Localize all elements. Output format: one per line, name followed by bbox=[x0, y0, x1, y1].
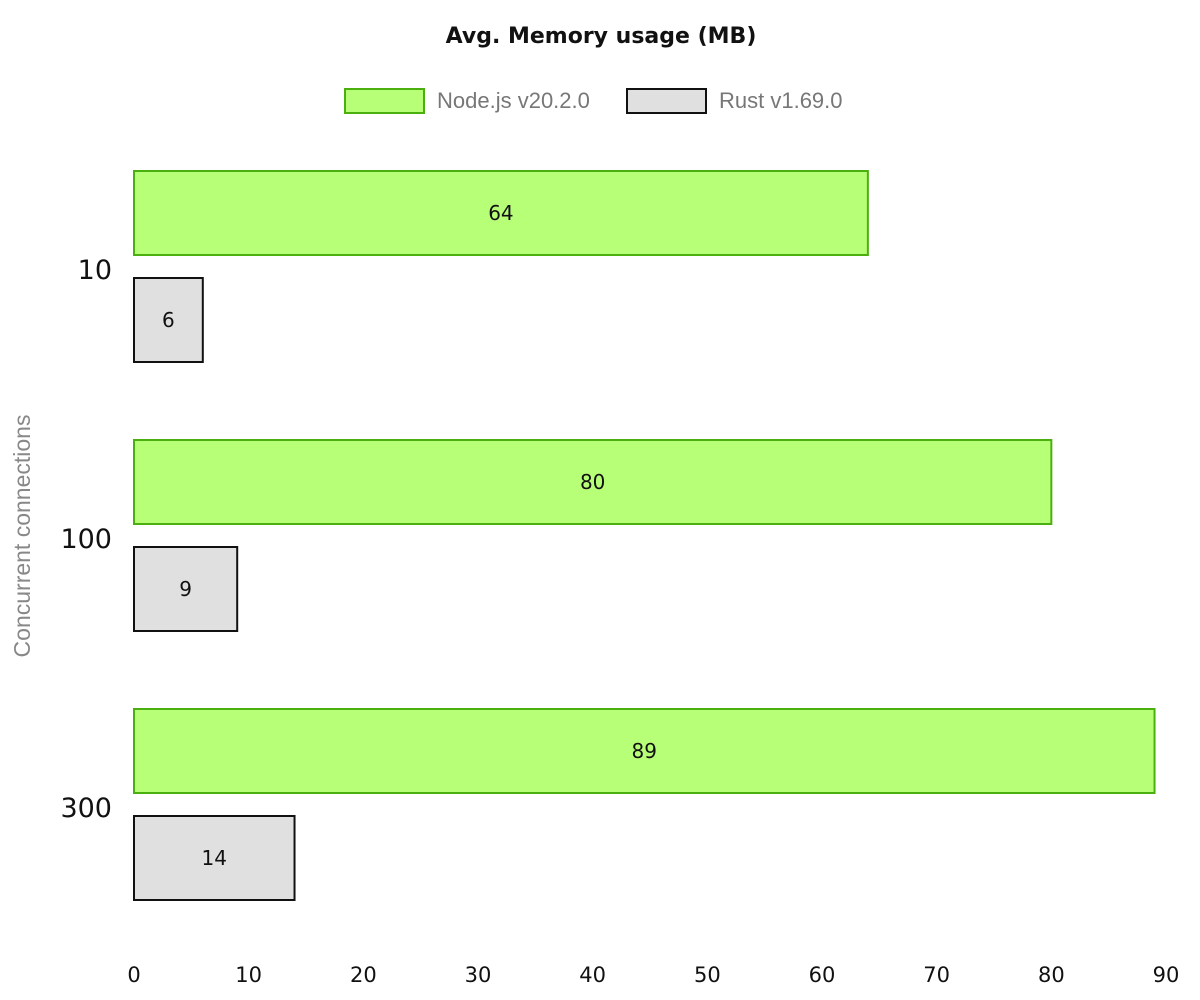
bar-rust-v1-69-0-100 bbox=[133, 546, 239, 632]
legend-label-nodejs: Node.js v20.2.0 bbox=[437, 88, 590, 113]
x-tick-label: 70 bbox=[923, 963, 950, 987]
bar-node-js-v20-2-0-100 bbox=[133, 439, 1053, 525]
x-tick-label: 60 bbox=[809, 963, 836, 987]
category-label-300: 300 bbox=[60, 793, 112, 824]
legend-label-rust: Rust v1.69.0 bbox=[719, 88, 843, 113]
x-tick-label: 20 bbox=[350, 963, 377, 987]
bar-rust-v1-69-0-300 bbox=[133, 815, 296, 901]
bar-rust-v1-69-0-10 bbox=[133, 277, 204, 363]
bar-value-label: 89 bbox=[632, 739, 657, 763]
category-label-100: 100 bbox=[60, 524, 112, 555]
bar-value-label: 14 bbox=[202, 846, 227, 870]
y-axis-label: Concurrent connections bbox=[9, 415, 35, 658]
bar-value-label: 64 bbox=[488, 201, 513, 225]
legend-swatch-nodejs bbox=[344, 88, 425, 114]
x-tick-label: 50 bbox=[694, 963, 721, 987]
x-tick-label: 40 bbox=[579, 963, 606, 987]
bar-value-label: 6 bbox=[162, 308, 175, 332]
bar-node-js-v20-2-0-300 bbox=[133, 708, 1156, 794]
bar-value-label: 80 bbox=[580, 470, 605, 494]
plot-area: 10 64 6 100 80 9 300 89 14 0 10 20 30 40 50 60 70 80 90 bbox=[60, 170, 1180, 987]
legend: Node.js v20.2.0 Rust v1.69.0 bbox=[344, 88, 843, 114]
bar-node-js-v20-2-0-10 bbox=[133, 170, 869, 256]
category-label-10: 10 bbox=[78, 255, 112, 286]
legend-swatch-rust bbox=[626, 88, 707, 114]
x-tick-label: 10 bbox=[235, 963, 262, 987]
chart-title: Avg. Memory usage (MB) bbox=[446, 24, 757, 49]
x-tick-label: 80 bbox=[1038, 963, 1065, 987]
x-tick-label: 90 bbox=[1153, 963, 1180, 987]
x-tick-label: 30 bbox=[465, 963, 492, 987]
bar-value-label: 9 bbox=[179, 577, 192, 601]
x-tick-label: 0 bbox=[127, 963, 140, 987]
